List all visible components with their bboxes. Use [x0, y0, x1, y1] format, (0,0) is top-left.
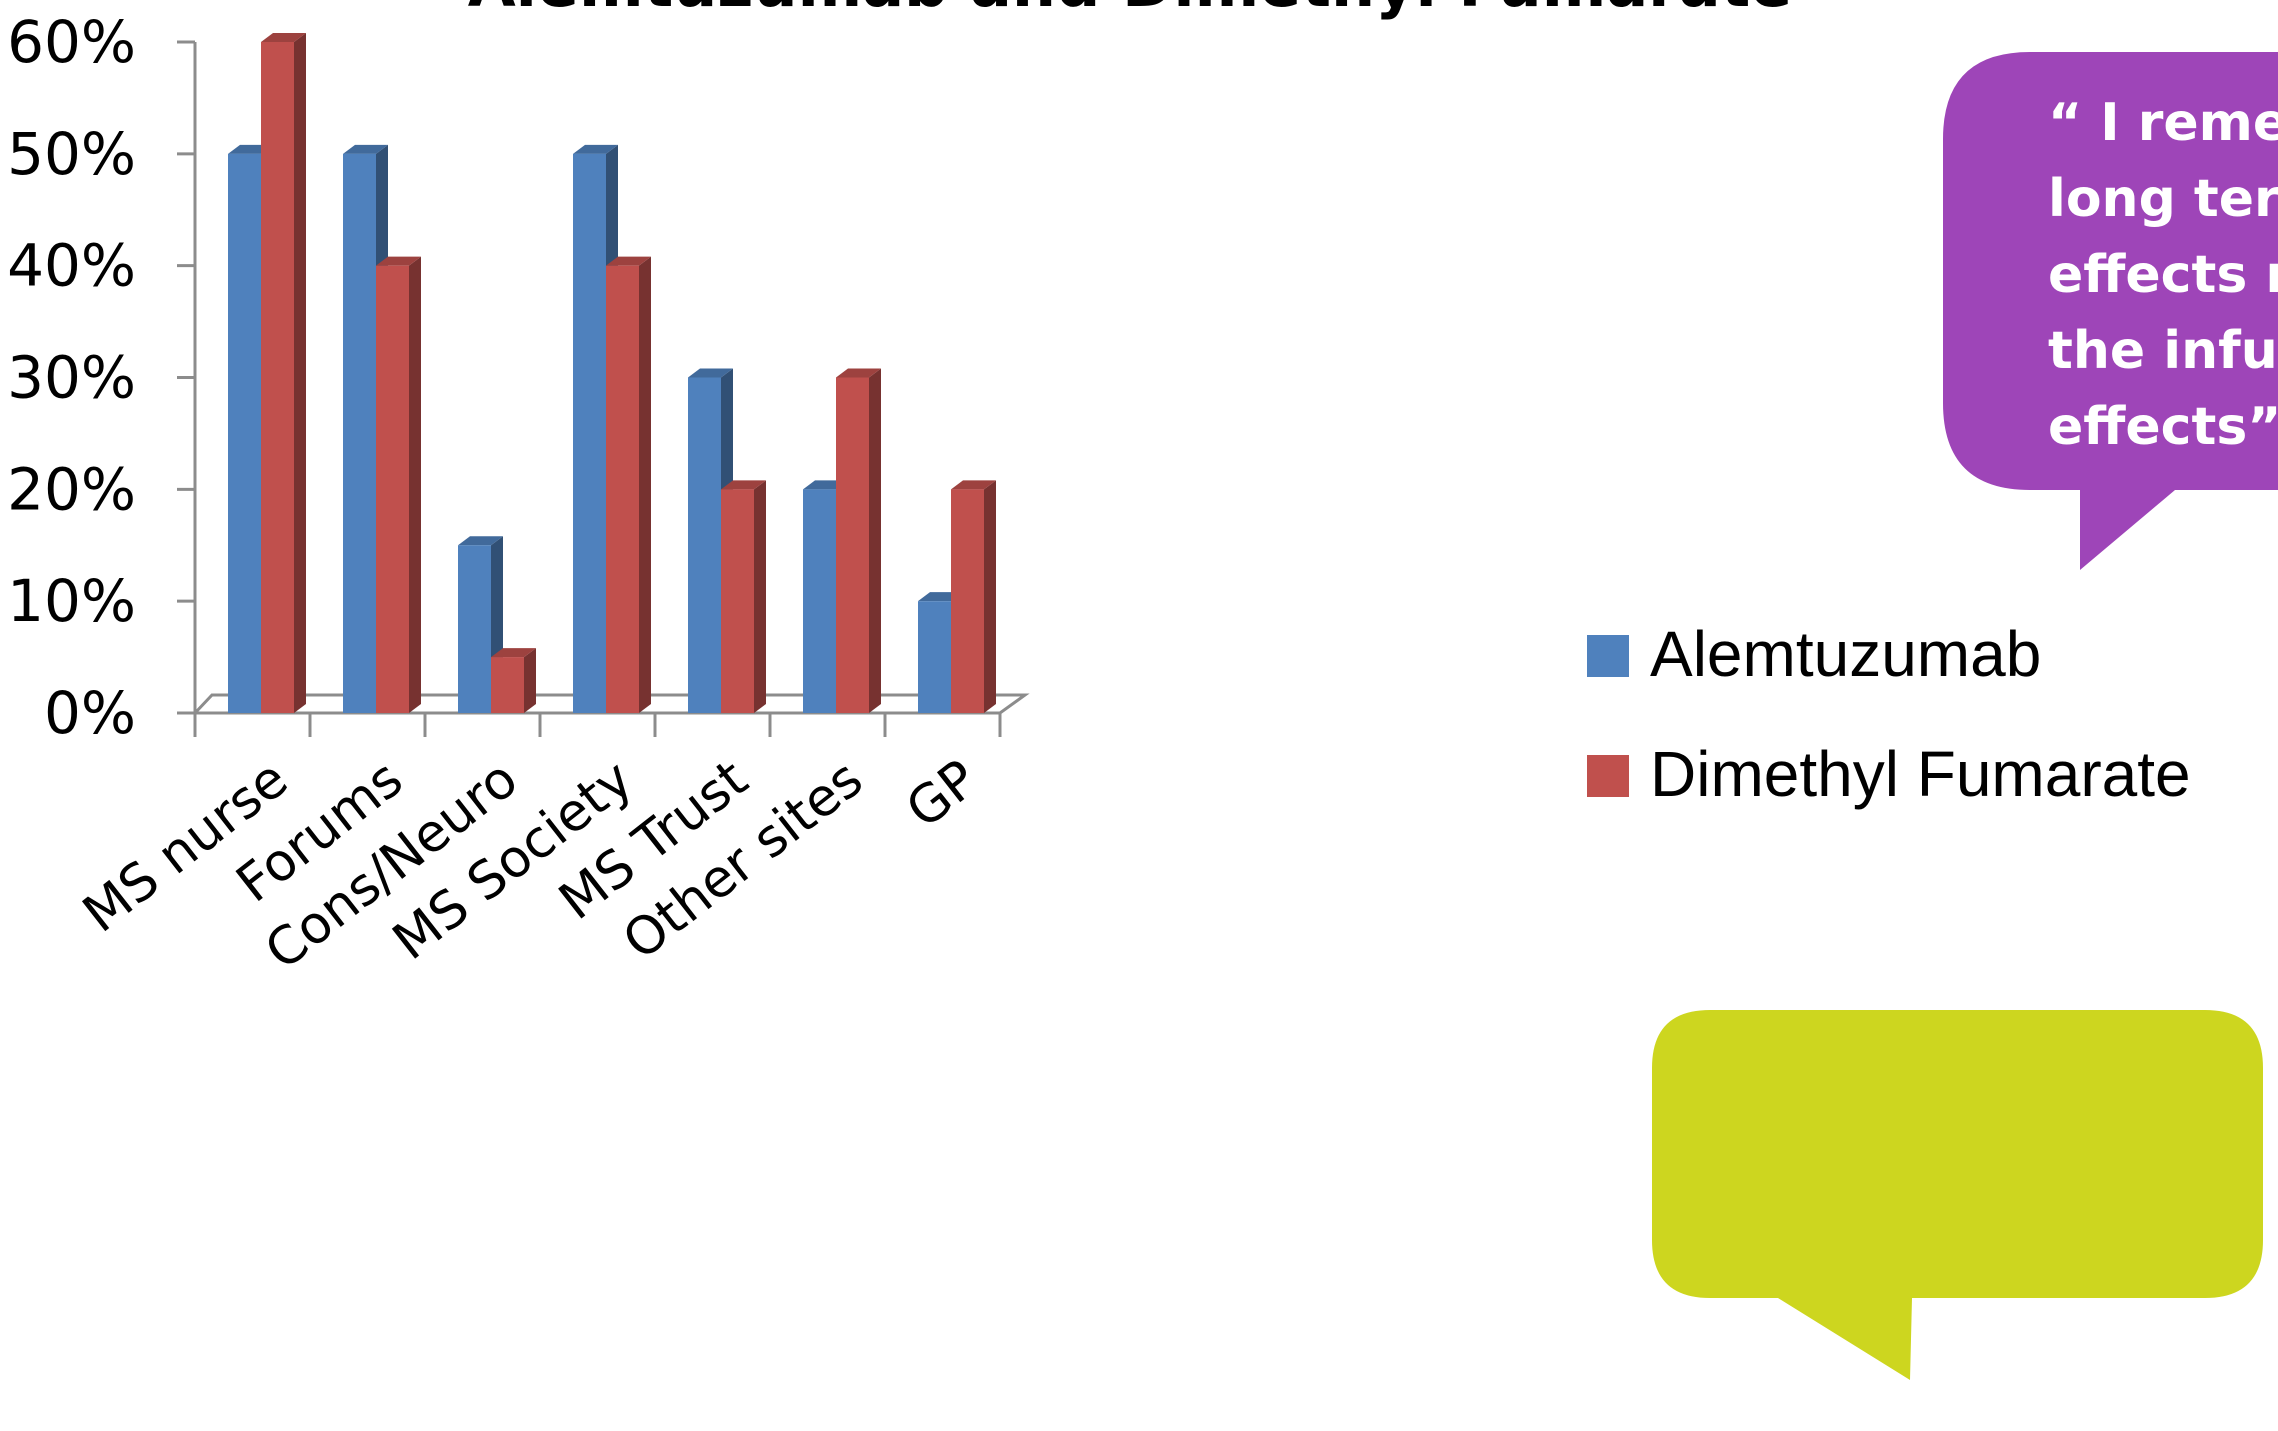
bar-top — [721, 480, 766, 490]
quote-callout: “ I reme long ter effects r the infu eff… — [1943, 52, 2278, 570]
bar-front — [376, 265, 409, 713]
bar-front — [573, 153, 606, 714]
bar-top — [951, 480, 996, 490]
bar-top — [688, 368, 733, 378]
bar-front — [343, 153, 376, 714]
legend-label: Alemtuzumab — [1650, 618, 2041, 690]
bar — [951, 480, 996, 713]
bar — [261, 33, 306, 713]
bar-front — [606, 265, 639, 713]
quote-line-2: long ter — [2048, 169, 2278, 229]
bar-top — [606, 256, 651, 266]
quote-line-4: the infu — [2048, 321, 2278, 381]
bar-side — [524, 648, 536, 713]
y-tick-labels: 0% 10% 20% 30% 40% 50% 60% — [7, 8, 195, 747]
empty-bubble — [1652, 1010, 2263, 1380]
bar-side — [984, 480, 996, 713]
bar-side — [409, 256, 421, 713]
bar-front — [803, 489, 836, 713]
y-tick-label: 10% — [7, 567, 136, 635]
legend: Alemtuzumab Dimethyl Fumarate — [1587, 618, 2191, 810]
quote-line-3: effects r — [2048, 245, 2278, 305]
bar-front — [458, 545, 491, 713]
legend-label: Dimethyl Fumarate — [1650, 738, 2191, 810]
bar-front — [228, 153, 261, 714]
bar-side — [639, 256, 651, 713]
bar-top — [836, 368, 881, 378]
bar-front — [688, 377, 721, 713]
bar-top — [458, 536, 503, 546]
legend-swatch — [1587, 755, 1629, 797]
bar-side — [869, 368, 881, 713]
legend-swatch — [1587, 635, 1629, 677]
bars-group — [228, 33, 996, 714]
x-category-label: GP — [896, 749, 989, 840]
bar-front — [918, 601, 951, 713]
bar-side — [294, 33, 306, 713]
empty-callout — [1652, 1010, 2263, 1380]
bar-top — [343, 144, 388, 154]
bar-front — [491, 657, 524, 713]
bar-top — [491, 648, 536, 658]
bar-front — [951, 489, 984, 713]
bar-top — [376, 256, 421, 266]
y-tick-label: 20% — [7, 455, 136, 523]
bar — [606, 256, 651, 713]
y-tick-label: 30% — [7, 344, 136, 412]
y-tick-label: 50% — [7, 120, 136, 188]
bar-front — [721, 489, 754, 713]
quote-line-5: effects” — [2048, 397, 2278, 457]
bar-front — [836, 377, 869, 713]
bar — [491, 648, 536, 713]
bar-side — [754, 480, 766, 713]
chart-title: Alemtuzumab and Dimethyl Fumarate — [468, 0, 1793, 21]
y-tick-label: 40% — [7, 232, 136, 300]
bar — [721, 480, 766, 713]
quote-bubble — [1943, 52, 2278, 570]
y-tick-label: 60% — [7, 8, 136, 76]
bar-front — [261, 42, 294, 713]
y-tick-label: 0% — [44, 679, 136, 747]
bar — [376, 256, 421, 713]
quote-line-1: “ I reme — [2048, 93, 2278, 153]
bar-top — [573, 144, 618, 154]
bar-top — [261, 33, 306, 42]
bar — [836, 368, 881, 713]
